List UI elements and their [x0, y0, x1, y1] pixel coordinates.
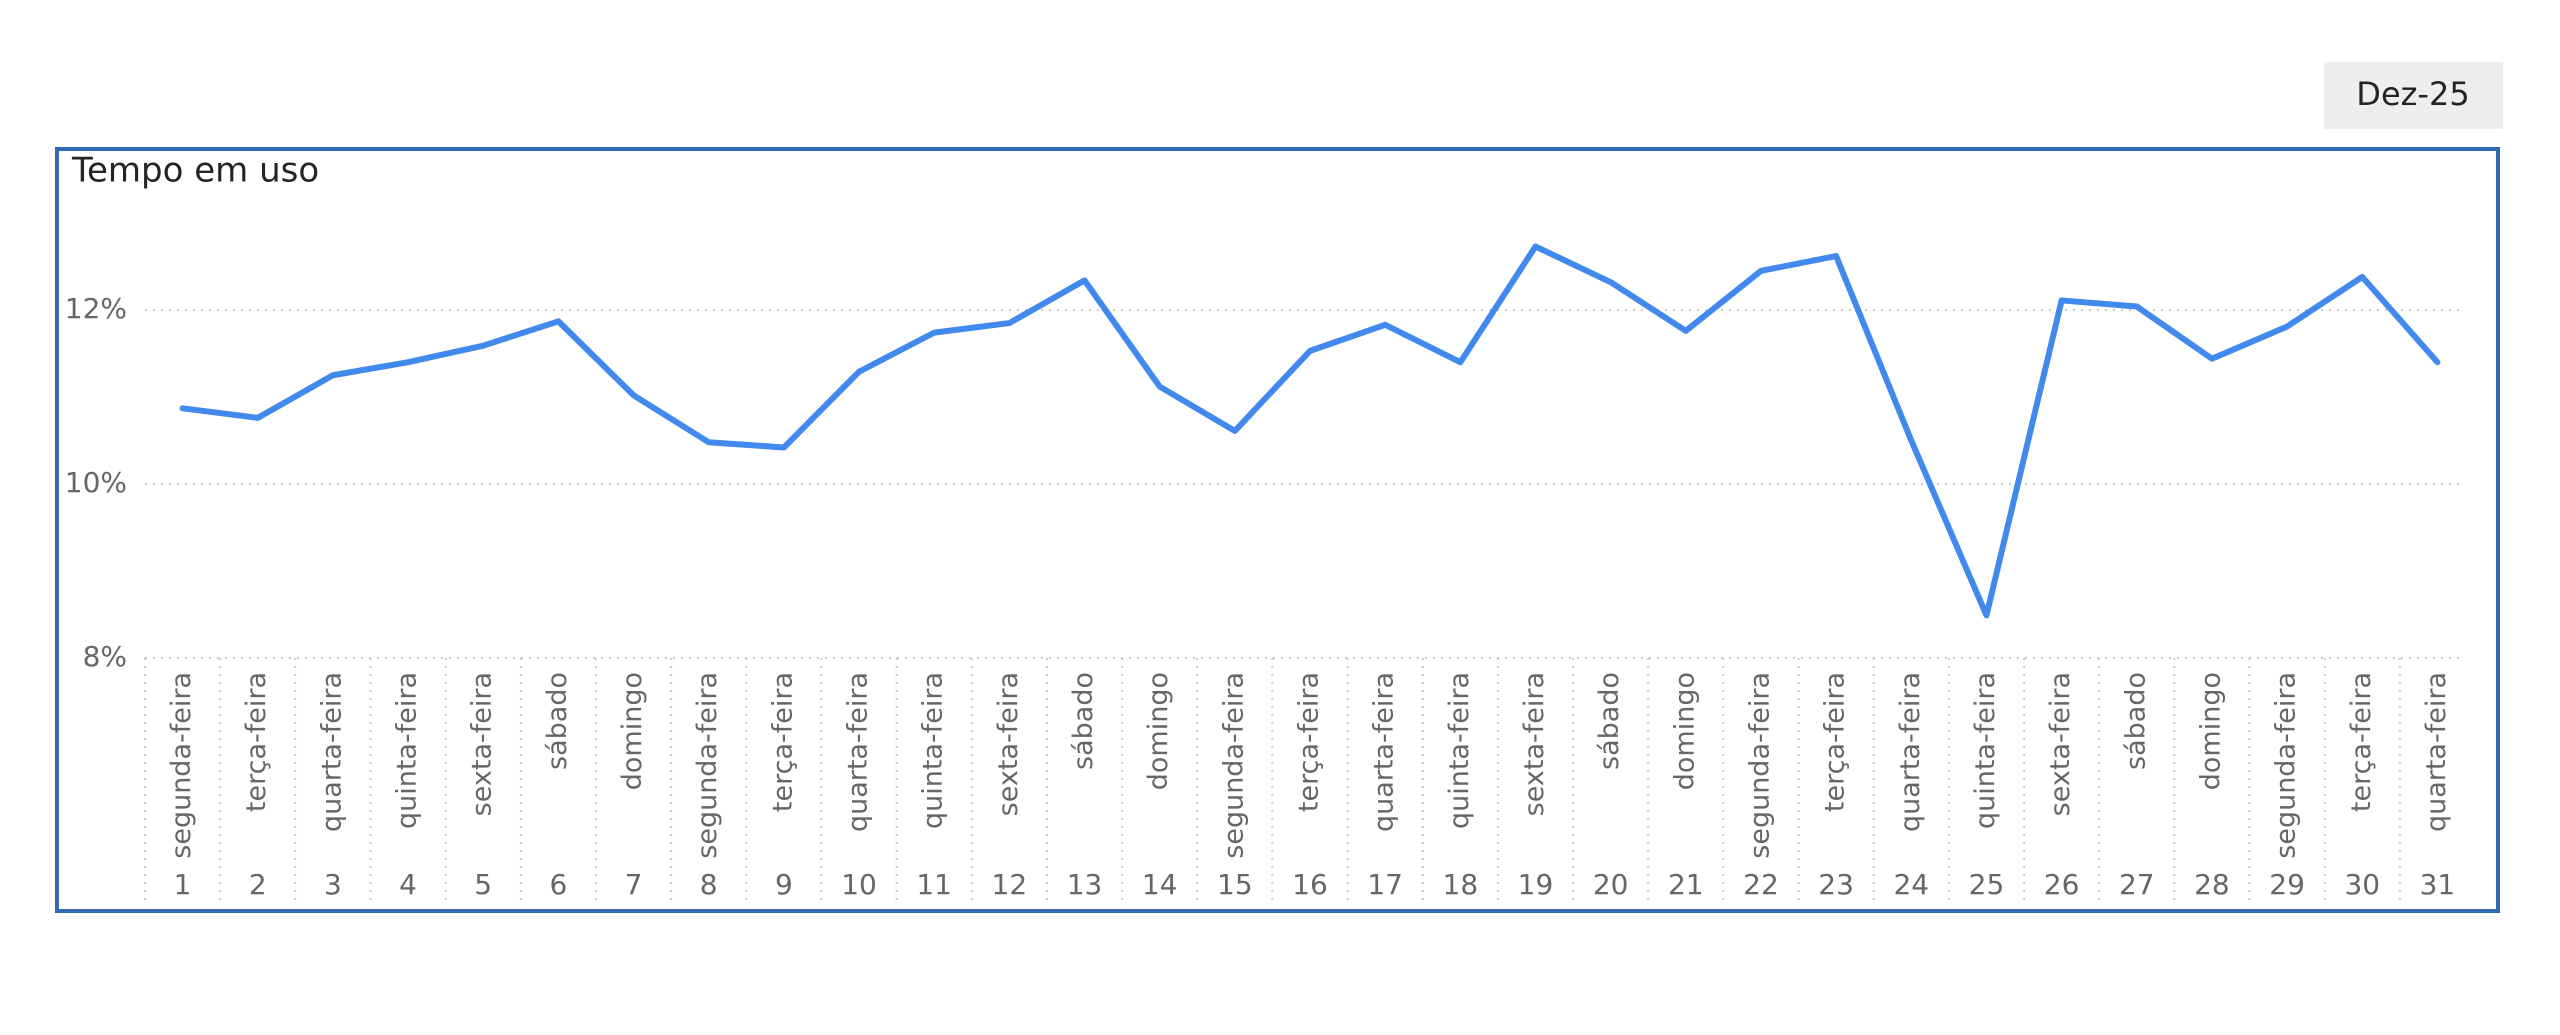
x-tick-weekday: quinta-feira	[1444, 672, 1475, 829]
x-tick-label: 19	[1518, 868, 1554, 901]
x-tick-label: 22	[1743, 868, 1779, 901]
x-tick-weekday: sexta-feira	[993, 672, 1024, 816]
x-tick-label: 5	[474, 868, 492, 901]
x-tick-weekday: terça-feira	[2346, 672, 2377, 812]
x-tick-label: 17	[1367, 868, 1403, 901]
x-tick-label: 3	[324, 868, 342, 901]
x-tick-weekday: domingo	[1143, 672, 1174, 790]
x-tick-label: 25	[1969, 868, 2005, 901]
x-tick-weekday: sábado	[2120, 672, 2151, 770]
x-tick-label: 23	[1818, 868, 1854, 901]
x-tick-weekday: segunda-feira	[1744, 672, 1775, 859]
series-line	[179, 243, 2441, 619]
x-tick-weekday: segunda-feira	[692, 672, 723, 859]
chart-frame	[55, 147, 2500, 913]
x-tick-weekday: domingo	[1669, 672, 1700, 790]
x-tick-label: 26	[2044, 868, 2080, 901]
x-tick-label: 27	[2119, 868, 2155, 901]
x-tick-label: 31	[2420, 868, 2456, 901]
x-tick-weekday: sábado	[1068, 672, 1099, 770]
x-tick-weekday: quarta-feira	[316, 672, 347, 832]
x-tick-weekday: quarta-feira	[1895, 672, 1926, 832]
x-tick-label: 6	[549, 868, 567, 901]
x-tick-label: 2	[249, 868, 267, 901]
x-tick-label: 14	[1142, 868, 1178, 901]
x-tick-label: 1	[174, 868, 192, 901]
x-tick-weekday: segunda-feira	[166, 672, 197, 859]
x-tick-label: 15	[1217, 868, 1253, 901]
period-button[interactable]	[2324, 62, 2503, 129]
x-tick-weekday: domingo	[617, 672, 648, 790]
x-tick-weekday: sexta-feira	[2045, 672, 2076, 816]
x-tick-weekday: sexta-feira	[1519, 672, 1550, 816]
x-tick-weekday: sábado	[542, 672, 573, 770]
x-tick-label: 13	[1067, 868, 1103, 901]
x-tick-weekday: sábado	[1594, 672, 1625, 770]
x-tick-label: 7	[625, 868, 643, 901]
y-tick-label: 8%	[83, 640, 127, 673]
y-tick-label: 10%	[65, 466, 127, 499]
x-tick-label: 12	[992, 868, 1028, 901]
x-tick-label: 28	[2194, 868, 2230, 901]
x-tick-weekday: quarta-feira	[2421, 672, 2452, 832]
x-tick-label: 29	[2269, 868, 2305, 901]
period-label[interactable]: Dez-25	[2356, 75, 2469, 113]
y-tick-label: 12%	[65, 292, 127, 325]
x-tick-label: 16	[1292, 868, 1328, 901]
x-tick-weekday: quinta-feira	[1970, 672, 2001, 829]
x-tick-weekday: terça-feira	[1294, 672, 1325, 812]
x-tick-weekday: quinta-feira	[918, 672, 949, 829]
x-tick-label: 30	[2344, 868, 2380, 901]
x-tick-label: 20	[1593, 868, 1629, 901]
x-tick-weekday: quarta-feira	[1369, 672, 1400, 832]
x-tick-label: 18	[1443, 868, 1479, 901]
x-tick-weekday: quarta-feira	[843, 672, 874, 832]
x-tick-label: 21	[1668, 868, 1704, 901]
chart-title: Tempo em uso	[71, 151, 319, 191]
x-tick-label: 11	[916, 868, 952, 901]
x-tick-label: 8	[700, 868, 718, 901]
x-tick-weekday: terça-feira	[767, 672, 798, 812]
x-tick-weekday: segunda-feira	[1218, 672, 1249, 859]
x-tick-label: 24	[1893, 868, 1929, 901]
x-tick-weekday: domingo	[2195, 672, 2226, 790]
x-tick-weekday: terça-feira	[1820, 672, 1851, 812]
x-tick-label: 10	[841, 868, 877, 901]
x-tick-weekday: quinta-feira	[392, 672, 423, 829]
x-tick-weekday: segunda-feira	[2271, 672, 2302, 859]
x-tick-weekday: terça-feira	[241, 672, 272, 812]
x-tick-label: 9	[775, 868, 793, 901]
x-tick-label: 4	[399, 868, 417, 901]
x-tick-weekday: sexta-feira	[467, 672, 498, 816]
